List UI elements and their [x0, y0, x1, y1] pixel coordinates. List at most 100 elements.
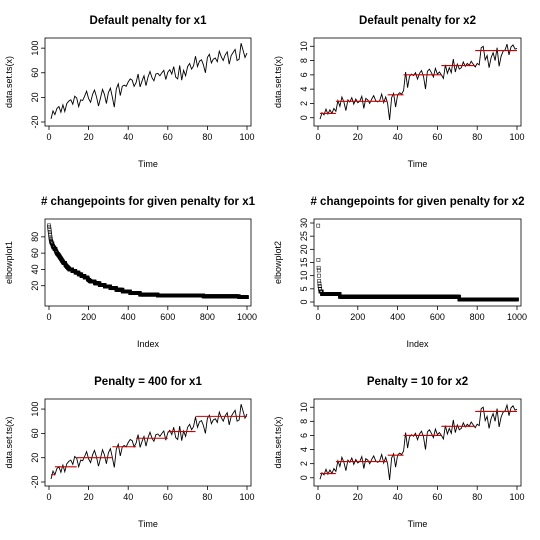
- chart-title: # changepoints for given penalty for x2: [310, 196, 524, 208]
- x-tick-label: 80: [472, 132, 482, 142]
- series-line: [50, 43, 248, 120]
- x-tick-label: 40: [123, 132, 133, 142]
- data-point: [316, 223, 321, 228]
- data-point: [317, 279, 322, 283]
- plot-frame: [313, 398, 522, 487]
- x-axis-label: Time: [138, 519, 158, 529]
- x-tick-label: 1000: [237, 312, 257, 322]
- y-tick-label: -20: [30, 115, 40, 128]
- x-tick-label: 200: [350, 312, 365, 322]
- chart-title: Default penalty for x1: [90, 15, 208, 27]
- x-axis-label: Time: [408, 159, 428, 169]
- y-tick-label: 80: [30, 232, 40, 242]
- x-tick-label: 100: [239, 132, 254, 142]
- x-tick-label: 20: [353, 492, 363, 502]
- data-point: [317, 284, 322, 289]
- plot-frame: [313, 218, 522, 307]
- y-tick-label: 30: [299, 218, 309, 228]
- x-tick-label: 0: [315, 492, 320, 502]
- x-tick-label: 600: [430, 312, 445, 322]
- x-tick-label: 0: [46, 312, 51, 322]
- data-point: [316, 258, 321, 262]
- x-tick-label: 0: [46, 132, 51, 142]
- x-tick-label: 20: [84, 492, 94, 502]
- y-axis-label: data.set.ts(x): [4, 416, 14, 468]
- y-tick-label: 0: [299, 299, 309, 304]
- chart-panel-5: Penalty = 400 for x1 0 20 40 60 80 100 -20 20 60 1…: [4, 376, 255, 529]
- y-tick-label: 60: [30, 68, 40, 78]
- y-tick-label: 8: [299, 419, 309, 424]
- y-tick-label: 20: [30, 281, 40, 291]
- plot-frame: [44, 398, 252, 487]
- y-tick-label: 10: [299, 271, 309, 281]
- y-tick-label: 6: [299, 433, 309, 438]
- x-axis-label: Time: [138, 159, 158, 169]
- x-tick-label: 20: [84, 132, 94, 142]
- y-axis-label: elbowplot1: [4, 241, 14, 284]
- y-tick-label: 4: [299, 447, 309, 452]
- y-tick-label: 0: [299, 115, 309, 120]
- chart-panel-2: Default penalty for x2 0 20 40 60 80 100 0 2 4 6 8 1…: [273, 15, 525, 169]
- x-tick-label: 200: [81, 312, 96, 322]
- y-axis-label: data.set.ts(x): [273, 416, 283, 468]
- x-tick-label: 100: [509, 492, 524, 502]
- x-tick-label: 0: [315, 132, 320, 142]
- x-tick-label: 80: [202, 492, 212, 502]
- x-tick-label: 60: [163, 492, 173, 502]
- chart-title: Default penalty for x2: [359, 15, 476, 27]
- x-tick-label: 600: [160, 312, 175, 322]
- y-tick-label: 60: [30, 248, 40, 258]
- chart-panel-3: # changepoints for given penalty for x1 0…: [4, 196, 257, 349]
- x-tick-label: 40: [393, 132, 403, 142]
- y-tick-label: 20: [30, 92, 40, 102]
- y-tick-label: 100: [30, 402, 40, 417]
- series-line: [50, 404, 248, 480]
- x-axis-label: Index: [137, 339, 160, 349]
- chart-panel-6: Penalty = 10 for x2 0 20 40 60 80 100 0 2 4 6 8 10 Ti…: [273, 376, 525, 529]
- data-point: [245, 295, 249, 299]
- y-tick-label: 10: [299, 402, 309, 412]
- y-tick-label: -20: [30, 475, 40, 488]
- series-line: [319, 403, 518, 480]
- chart-panel-1: Default penalty for x1 0 20 40 60 80 100 -20 20 6…: [4, 15, 255, 169]
- y-axis-label: elbowplot2: [273, 241, 283, 284]
- y-tick-label: 20: [30, 453, 40, 463]
- x-tick-label: 60: [163, 132, 173, 142]
- chart-title: Penalty = 400 for x1: [94, 376, 202, 388]
- x-tick-label: 60: [432, 132, 442, 142]
- series-line: [319, 43, 518, 120]
- y-tick-label: 40: [30, 264, 40, 274]
- x-tick-label: 800: [470, 312, 485, 322]
- x-tick-label: 400: [390, 312, 405, 322]
- x-tick-label: 80: [472, 492, 482, 502]
- y-axis-label: data.set.ts(x): [273, 56, 283, 108]
- x-tick-label: 40: [123, 492, 133, 502]
- x-tick-label: 0: [315, 312, 320, 322]
- y-tick-label: 8: [299, 58, 309, 63]
- data-point: [316, 268, 321, 273]
- y-tick-label: 5: [299, 286, 309, 291]
- y-tick-label: 6: [299, 72, 309, 77]
- data-point: [317, 273, 321, 278]
- x-tick-label: 1000: [507, 312, 527, 322]
- y-tick-label: 100: [30, 41, 40, 56]
- y-tick-label: 2: [299, 461, 309, 466]
- chart-title: Penalty = 10 for x2: [367, 376, 468, 388]
- plot-frame: [44, 37, 252, 127]
- x-tick-label: 100: [509, 132, 524, 142]
- y-tick-label: 0: [299, 475, 309, 480]
- chart-title: # changepoints for given penalty for x1: [41, 196, 256, 208]
- y-tick-label: 2: [299, 101, 309, 106]
- x-tick-label: 80: [202, 132, 212, 142]
- data-point: [316, 265, 321, 270]
- x-tick-label: 0: [46, 492, 51, 502]
- y-tick-label: 10: [299, 41, 309, 51]
- x-axis-label: Time: [408, 519, 428, 529]
- y-axis-label: data.set.ts(x): [4, 56, 14, 108]
- y-tick-label: 25: [299, 231, 309, 241]
- x-tick-label: 20: [353, 132, 363, 142]
- y-tick-label: 4: [299, 87, 309, 92]
- data-point: [515, 297, 519, 302]
- y-tick-label: 20: [299, 244, 309, 254]
